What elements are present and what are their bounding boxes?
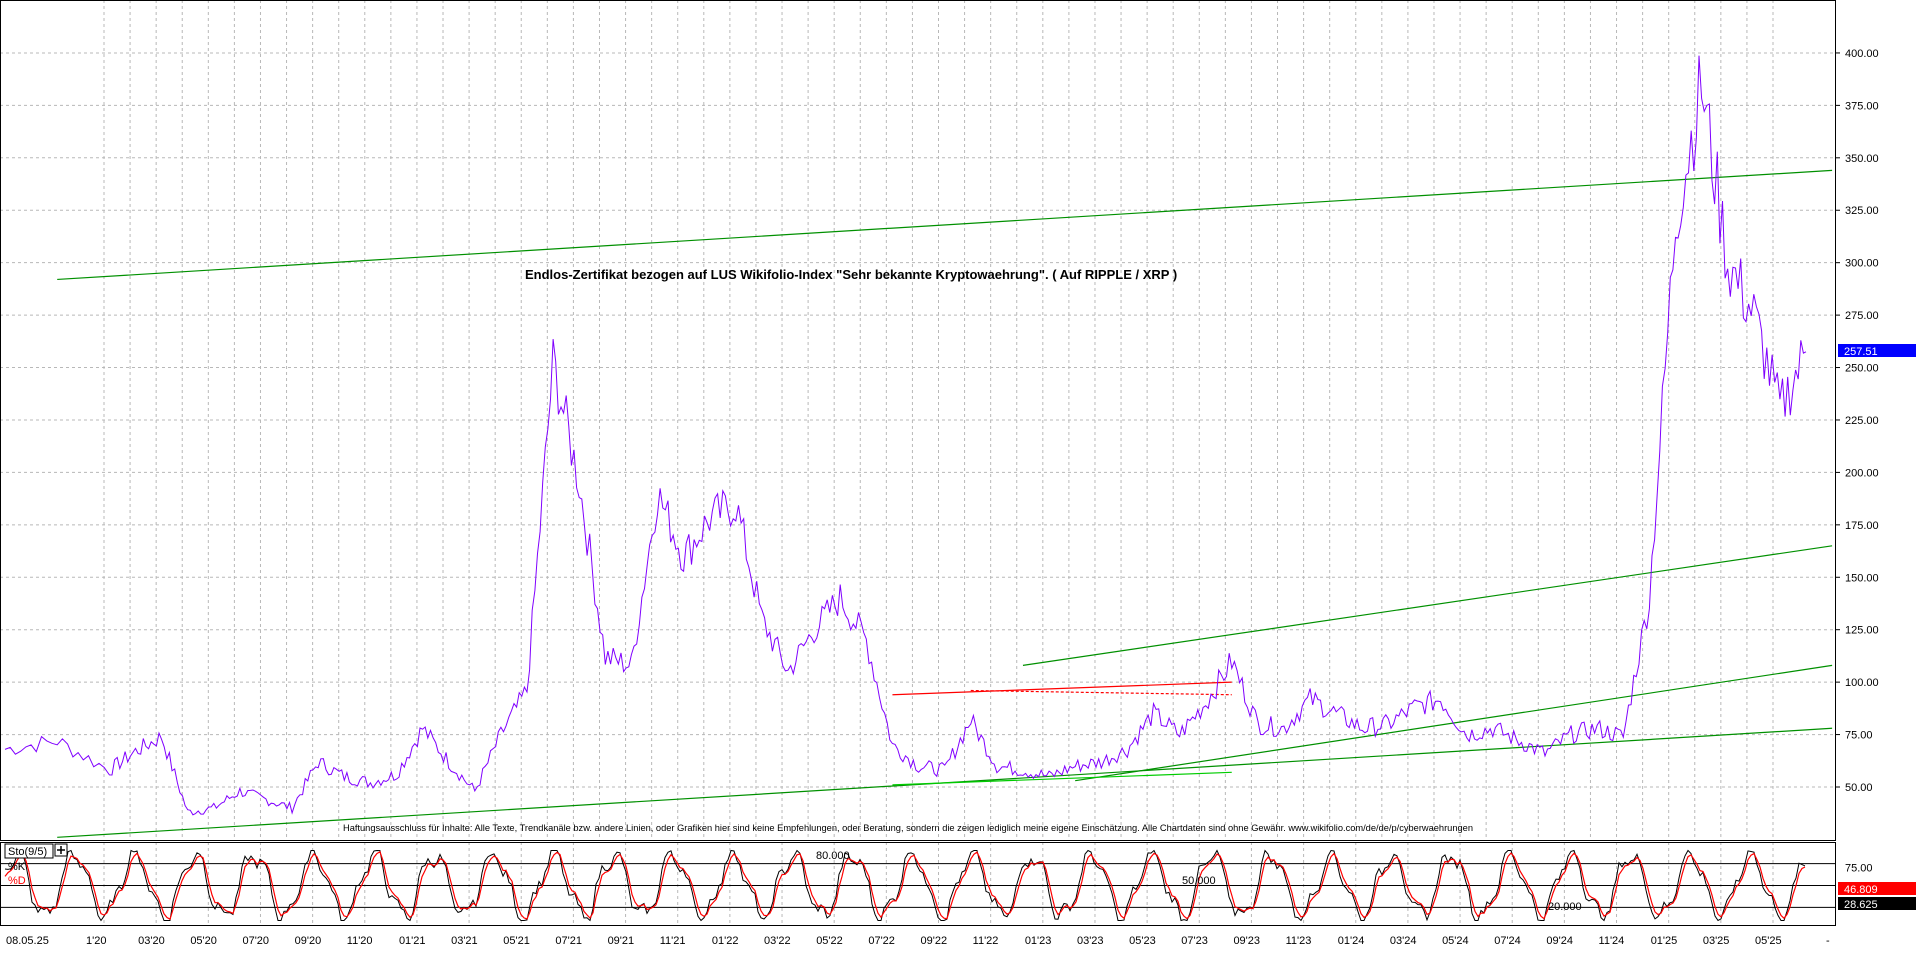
price-ytick-label: 75.00: [1845, 730, 1873, 742]
x-tick-label: 03'24: [1390, 935, 1417, 947]
level-50-label: 50.000: [1182, 875, 1216, 887]
k-last-badge: [1838, 897, 1916, 910]
level-20-label: 20.000: [1548, 901, 1582, 913]
price-ytick-label: 250.00: [1845, 363, 1879, 375]
price-panel-frame: [0, 0, 1836, 841]
x-tick-label: 01'22: [712, 935, 739, 947]
x-tick-label: 11'22: [973, 935, 999, 947]
x-tick-label: 05'20: [190, 935, 217, 947]
trendline: [970, 689, 1232, 696]
x-tick-label: 07'24: [1494, 935, 1521, 947]
x-tick-label: 09'20: [295, 935, 322, 947]
x-tick-label: 03'21: [451, 935, 478, 947]
price-ytick-label: 150.00: [1845, 572, 1879, 584]
indicator-label: Sto(9/5): [8, 846, 47, 858]
x-tick-label: 05'25: [1755, 935, 1782, 947]
x-tick-label: 03'23: [1077, 935, 1104, 947]
last-price-label: 257.51: [1844, 346, 1878, 358]
chart-footnote: Haftungsausschluss für Inhalte: Alle Tex…: [343, 823, 1473, 833]
price-ytick-label: 100.00: [1845, 677, 1879, 689]
x-tick-label: 09'22: [921, 935, 948, 947]
price-ytick-label: 350.00: [1845, 153, 1879, 165]
x-tick-label: 01'21: [399, 935, 426, 947]
indicator-label-box: [4, 843, 54, 859]
d-last-badge: [1838, 882, 1916, 895]
price-ytick-label: 275.00: [1845, 310, 1879, 322]
stoch-panel-frame: [0, 842, 1836, 926]
x-tick-label: 09'23: [1233, 935, 1260, 947]
x-tick-label: 09'21: [608, 935, 635, 947]
d-legend: %D: [8, 875, 26, 887]
x-tick-label: 01'25: [1651, 935, 1678, 947]
price-ytick-label: 50.00: [1845, 782, 1873, 794]
x-tick-label: 11'20: [347, 935, 373, 947]
x-tick-label: 05'22: [816, 935, 843, 947]
x-tick-label: 1'20: [86, 935, 106, 947]
x-tick-label: 11'21: [660, 935, 686, 947]
x-tick-label: 07'20: [242, 935, 269, 947]
k-last-label: 28.625: [1844, 899, 1878, 911]
stoch-k-line: [4, 849, 1806, 922]
trendline: [57, 169, 1833, 281]
x-tick-label: 11'24: [1599, 935, 1625, 947]
x-tick-label: 03'25: [1703, 935, 1730, 947]
price-ytick-label: 375.00: [1845, 100, 1879, 112]
x-tick-label: 05'23: [1129, 935, 1156, 947]
trendline: [892, 681, 1232, 696]
stoch-d-line: [4, 851, 1806, 921]
x-tick-label: 11'23: [1286, 935, 1312, 947]
x-tick-label: 01'24: [1338, 935, 1365, 947]
x-tick-label: 07'21: [555, 935, 582, 947]
x-tick-label: 09'24: [1546, 935, 1573, 947]
price-ytick-label: 400.00: [1845, 48, 1879, 60]
x-tick-label: 07'23: [1181, 935, 1208, 947]
x-tick-label: 01'23: [1025, 935, 1052, 947]
price-ytick-label: 300.00: [1845, 258, 1879, 270]
price-series-line: [4, 55, 1807, 816]
stoch-ytick-label: 75.00: [1845, 862, 1873, 874]
trendline: [1022, 545, 1833, 666]
k-legend: %K: [8, 861, 26, 873]
level-80-label: 80.000: [816, 850, 850, 862]
x-tick-label: 07'22: [868, 935, 895, 947]
chart-title: Endlos-Zertifikat bezogen auf LUS Wikifo…: [525, 267, 1177, 282]
trendline: [892, 771, 1232, 786]
x-tick-label: 05'24: [1442, 935, 1469, 947]
x-tick-label: 03'20: [138, 935, 165, 947]
price-ytick-label: 125.00: [1845, 625, 1879, 637]
last-price-badge: [1838, 344, 1916, 357]
d-last-label: 46.809: [1844, 884, 1878, 896]
price-ytick-label: 175.00: [1845, 520, 1879, 532]
x-tick-label: 05'21: [503, 935, 530, 947]
x-tick-label: 08.05.25: [6, 935, 49, 947]
x-tick-label: 03'22: [764, 935, 791, 947]
price-ytick-label: 200.00: [1845, 467, 1879, 479]
price-ytick-label: 325.00: [1845, 205, 1879, 217]
price-ytick-label: 225.00: [1845, 415, 1879, 427]
x-axis-end-marker: -: [1826, 935, 1830, 947]
